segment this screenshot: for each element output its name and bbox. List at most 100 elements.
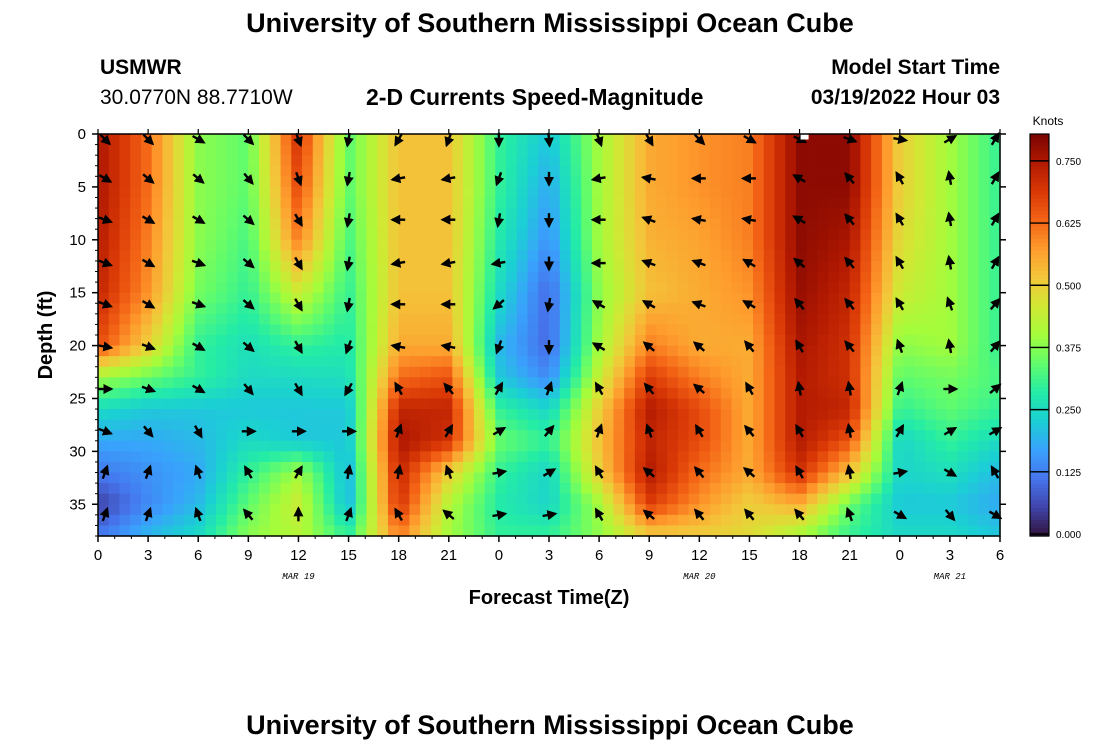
heatmap-cell [484, 430, 496, 442]
heatmap-cell [849, 440, 862, 452]
heatmap-cell [527, 440, 539, 452]
heatmap-cell [667, 313, 679, 326]
heatmap-cell [269, 493, 282, 505]
heatmap-cell [355, 197, 368, 209]
heatmap-cell [667, 271, 679, 283]
heatmap-cell [871, 409, 883, 421]
heatmap-cell [409, 250, 421, 262]
heatmap-cell [688, 398, 700, 410]
heatmap-cell [710, 525, 722, 537]
heatmap-cell [753, 356, 765, 368]
heatmap-cell [130, 409, 142, 421]
heatmap-cell [237, 335, 249, 347]
heatmap-cell [785, 366, 797, 378]
heatmap-cell [624, 377, 636, 389]
colorbar-swatch [1030, 226, 1049, 232]
heatmap-cell [677, 271, 690, 283]
heatmap-cell [151, 271, 164, 283]
heatmap-cell [742, 356, 754, 368]
current-vector-arrow [142, 133, 155, 146]
colorbar-swatch [1030, 375, 1049, 380]
heatmap-cell [226, 335, 239, 347]
colorbar-swatch [1030, 447, 1049, 453]
heatmap-cell [989, 303, 1001, 315]
heatmap-cell [452, 483, 464, 495]
heatmap-cell [688, 366, 700, 378]
heatmap-cell [119, 292, 131, 304]
heatmap-cell [259, 377, 271, 389]
heatmap-cell [763, 409, 776, 421]
current-vector-arrow [742, 258, 756, 269]
heatmap-cell [742, 430, 754, 442]
heatmap-cell [216, 493, 228, 505]
current-vector-arrow [894, 423, 905, 438]
heatmap-cell [119, 493, 131, 505]
heatmap-cell [355, 313, 368, 326]
heatmap-cell [720, 366, 733, 378]
heatmap-cell [688, 282, 700, 294]
heatmap-cell [387, 271, 400, 283]
heatmap-cell [441, 451, 453, 463]
heatmap-cell [205, 165, 217, 177]
heatmap-cell [699, 303, 711, 315]
heatmap-cell [269, 430, 282, 442]
heatmap-cell [183, 493, 196, 505]
heatmap-cell [302, 134, 314, 146]
heatmap-cell [398, 345, 411, 357]
heatmap-cell [420, 514, 432, 527]
heatmap-cell [140, 377, 153, 389]
heatmap-cell [269, 324, 282, 336]
heatmap-cell [387, 504, 400, 516]
heatmap-cell [323, 292, 335, 304]
heatmap-cell [506, 208, 518, 220]
heatmap-cell [495, 282, 507, 294]
heatmap-cell [581, 525, 593, 537]
heatmap-cell [183, 419, 196, 431]
heatmap-cell [957, 292, 969, 304]
heatmap-cell [162, 155, 174, 167]
heatmap-cell [430, 282, 443, 294]
heatmap-cell [280, 345, 292, 357]
heatmap-cell [259, 165, 271, 177]
heatmap-cell [173, 282, 185, 294]
heatmap-cell [581, 155, 593, 167]
heatmap-cell [216, 313, 228, 326]
heatmap-cell [720, 451, 733, 463]
heatmap-cell [280, 335, 292, 347]
heatmap-cell [387, 493, 400, 505]
heatmap-cell [935, 324, 947, 336]
heatmap-cell [366, 186, 378, 199]
heatmap-cell [302, 165, 314, 177]
heatmap-cell [312, 430, 325, 442]
heatmap-cell [549, 324, 561, 336]
heatmap-cell [849, 472, 862, 484]
heatmap-cell [634, 461, 647, 474]
heatmap-cell [248, 250, 260, 262]
heatmap-cell [194, 419, 206, 431]
current-vector-arrow [192, 341, 206, 351]
current-vector-arrow [192, 214, 206, 224]
heatmap-cell [817, 324, 829, 336]
heatmap-cell [570, 239, 582, 251]
colorbar-swatch [1030, 483, 1049, 489]
heatmap-cell [205, 186, 217, 199]
heatmap-cell [291, 356, 303, 368]
heatmap-cell [355, 377, 368, 389]
y-tick-label: 5 [78, 179, 86, 196]
heatmap-cell [806, 208, 819, 220]
colorbar-swatch [1030, 419, 1049, 425]
heatmap-cell [344, 229, 357, 241]
heatmap-cell [323, 514, 335, 527]
heatmap-cell [344, 356, 357, 368]
heatmap-cell [538, 144, 550, 156]
heatmap-cell [151, 165, 164, 177]
heatmap-cell [549, 239, 561, 251]
heatmap-cell [216, 134, 228, 146]
heatmap-cell [441, 144, 453, 156]
heatmap-cell [302, 260, 314, 273]
heatmap-cell [527, 229, 539, 241]
heatmap-cell [151, 324, 164, 336]
current-vector-arrow [743, 134, 757, 144]
heatmap-cell [420, 387, 432, 400]
heatmap-cell [828, 260, 840, 273]
